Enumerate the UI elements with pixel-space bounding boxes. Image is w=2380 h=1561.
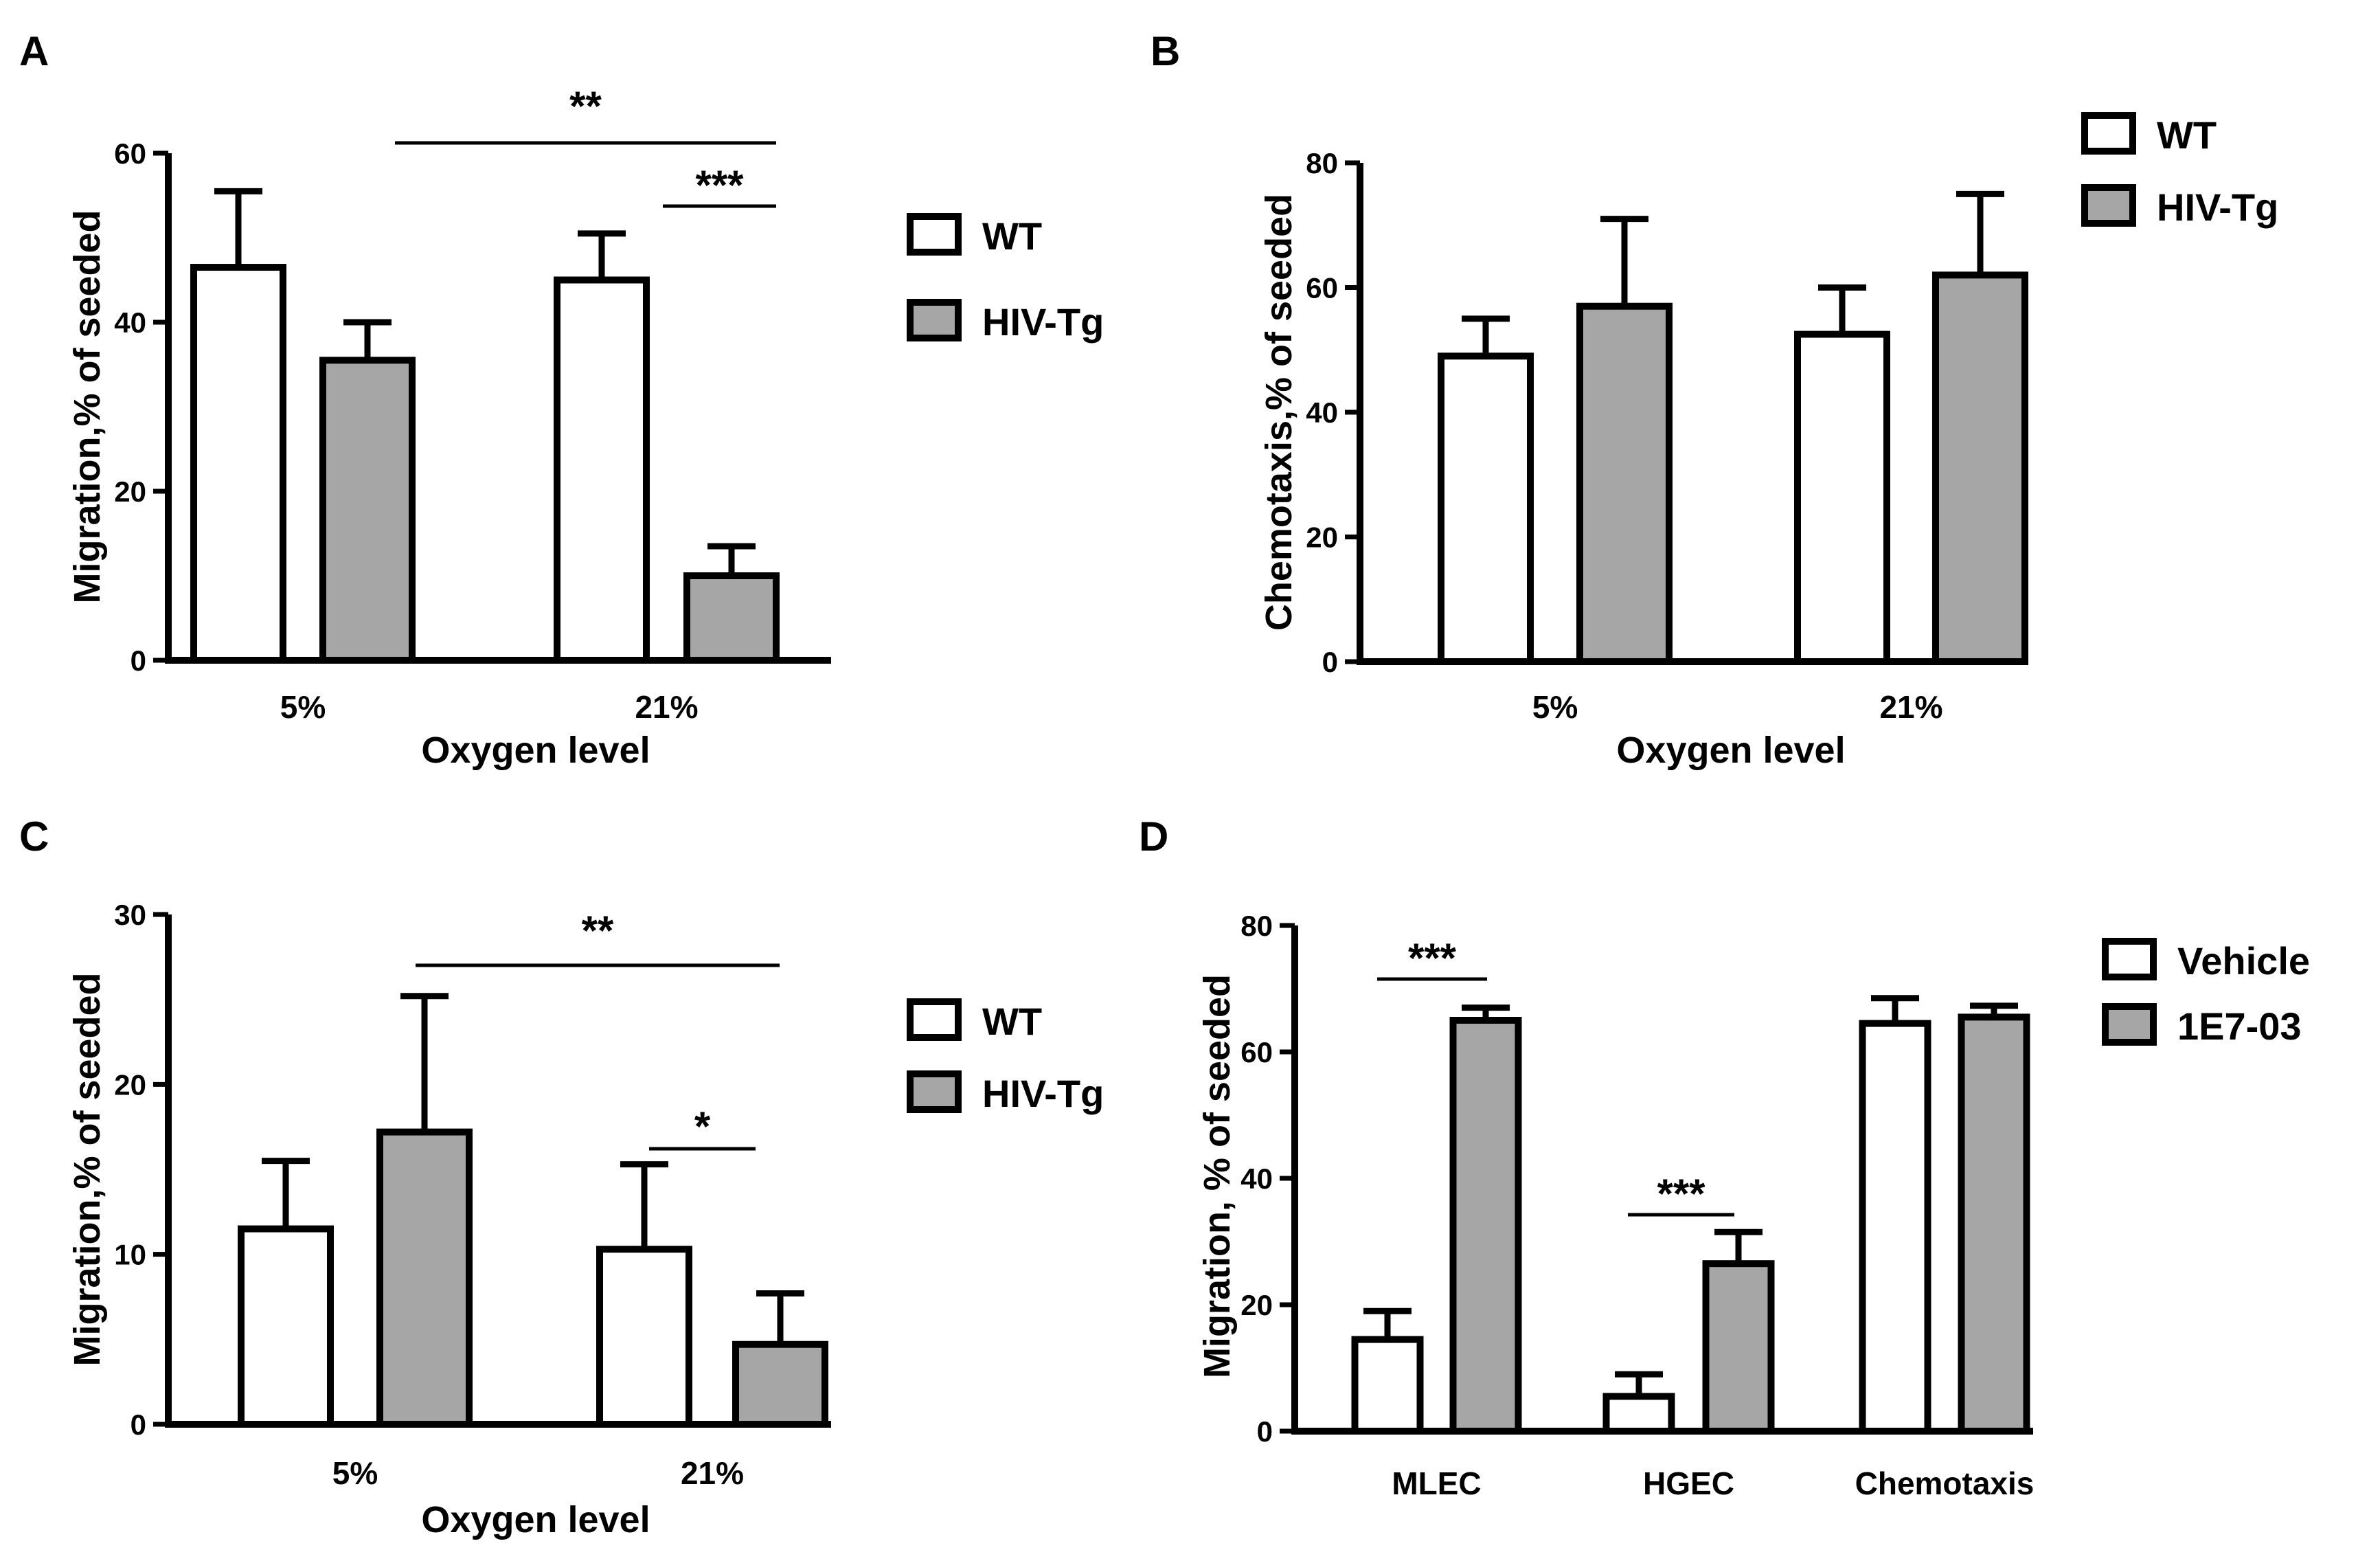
legend-swatch	[2102, 1003, 2157, 1046]
bar	[1932, 271, 2028, 666]
y-tick-label: 0	[1322, 646, 1338, 678]
y-axis-title: Chemotaxis,% of seeded	[1258, 194, 1300, 631]
bar	[554, 276, 650, 664]
bar	[1794, 330, 1890, 665]
significance-label: ***	[1657, 1171, 1705, 1217]
y-tick-label: 10	[114, 1239, 146, 1271]
bar	[1576, 302, 1673, 666]
x-tick-label: HGEC	[1643, 1465, 1734, 1501]
bar	[1958, 1013, 2030, 1435]
x-tick-label: 21%	[681, 1455, 744, 1491]
legend-label: HIV-Tg	[982, 1072, 1104, 1115]
significance-label: ***	[1408, 935, 1457, 981]
x-tick-label: 5%	[332, 1455, 378, 1491]
x-axis-title: Oxygen level	[421, 730, 650, 771]
x-axis-title: Oxygen level	[1616, 730, 1845, 771]
bar	[1438, 352, 1534, 665]
x-tick-label: 5%	[1532, 689, 1578, 725]
y-tick-label: 30	[114, 899, 146, 931]
y-tick-label: 40	[1240, 1163, 1273, 1195]
legend-label: HIV-Tg	[2157, 186, 2278, 229]
y-tick-label: 60	[114, 137, 146, 170]
bar	[1702, 1260, 1775, 1435]
bar	[596, 1246, 692, 1428]
y-tick-label: 60	[1240, 1036, 1273, 1068]
y-tick-label: 80	[1240, 910, 1273, 942]
legend-label: Vehicle	[2177, 939, 2310, 982]
panel-d: D 0 20 40 60 80 MLEC HGEC Chemotaxis Migration, %…	[1139, 813, 2310, 1501]
y-tick-label: 0	[131, 644, 146, 677]
bar	[319, 357, 416, 664]
panel-letter: D	[1139, 813, 1168, 860]
legend-swatch	[907, 1070, 962, 1113]
significance-label: **	[582, 908, 614, 954]
bar	[1602, 1393, 1675, 1435]
x-tick-label: 21%	[635, 689, 698, 725]
y-tick-label: 20	[114, 475, 146, 508]
y-tick-label: 20	[1240, 1289, 1273, 1321]
legend-label: HIV-Tg	[982, 300, 1104, 344]
y-tick-label: 0	[131, 1408, 146, 1441]
bar	[376, 1128, 473, 1428]
y-tick-label: 20	[114, 1068, 146, 1101]
legend-label: WT	[2157, 113, 2217, 157]
significance-label: **	[569, 83, 602, 129]
y-tick-label: 20	[1306, 521, 1338, 554]
y-tick-label: 40	[114, 306, 146, 339]
legend-label: WT	[982, 1000, 1042, 1043]
bar	[683, 572, 780, 664]
y-axis-title: Migration,% of seeded	[67, 972, 108, 1366]
y-axis-title: Migration, % of seeded	[1197, 974, 1238, 1378]
bar	[190, 264, 286, 664]
x-tick-label: Chemotaxis	[1855, 1465, 2035, 1501]
x-tick-label: 5%	[280, 689, 326, 725]
legend-swatch	[907, 998, 962, 1041]
legend-label: 1E7-03	[2177, 1004, 2302, 1048]
panel-b: B 0 20 40 60 80 5% 21% Oxygen level Chemotaxis,% …	[1151, 28, 2278, 771]
y-tick-label: 60	[1306, 272, 1338, 304]
legend-swatch	[2081, 184, 2136, 227]
significance-label: *	[694, 1103, 711, 1149]
legend-swatch	[907, 299, 962, 341]
x-axis-title: Oxygen level	[421, 1499, 650, 1540]
bar	[732, 1340, 828, 1428]
significance-label: ***	[695, 162, 744, 208]
y-axis-title: Migration,% of seeded	[67, 210, 108, 603]
legend-swatch	[2102, 938, 2157, 980]
legend-swatch	[2081, 112, 2136, 155]
y-tick-label: 80	[1306, 147, 1338, 179]
x-tick-label: MLEC	[1392, 1465, 1481, 1501]
panel-letter: A	[19, 28, 49, 74]
legend-swatch	[907, 213, 962, 256]
bar	[1351, 1336, 1424, 1435]
x-tick-label: 21%	[1879, 689, 1942, 725]
y-tick-label: 40	[1306, 396, 1338, 429]
panel-letter: B	[1151, 28, 1180, 74]
panel-a: A 0 20 40 60 5% 21% Oxygen level Migration,% of …	[19, 28, 1104, 771]
y-tick-label: 0	[1257, 1415, 1273, 1448]
legend-label: WT	[982, 214, 1042, 258]
panel-letter: C	[19, 813, 49, 860]
bar	[238, 1225, 334, 1428]
bar	[1449, 1017, 1522, 1435]
panel-c: C 0 10 20 30 5% 21% Oxygen level Migration,% of …	[19, 813, 1104, 1540]
bar	[1859, 1020, 1931, 1435]
